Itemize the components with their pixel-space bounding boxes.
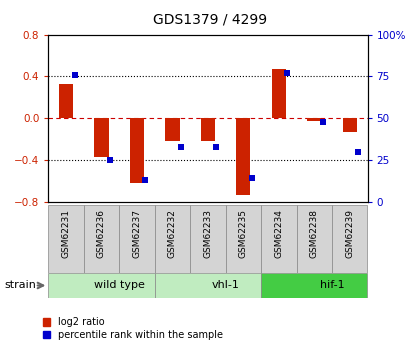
Point [355, 149, 362, 155]
Bar [307, 118, 321, 121]
Text: GSM62235: GSM62235 [239, 209, 248, 258]
Point [142, 177, 149, 183]
Bar [48, 205, 84, 273]
Text: GSM62231: GSM62231 [62, 209, 71, 258]
Point [249, 176, 255, 181]
Bar [94, 118, 109, 157]
Text: GDS1379 / 4299: GDS1379 / 4299 [153, 12, 267, 26]
Point [71, 72, 78, 77]
Bar [226, 205, 261, 273]
Legend: log2 ratio, percentile rank within the sample: log2 ratio, percentile rank within the s… [43, 317, 223, 340]
Text: strain: strain [4, 280, 36, 290]
Bar [59, 83, 73, 118]
Text: GSM62234: GSM62234 [274, 209, 284, 257]
Bar [130, 118, 144, 183]
Text: GSM62236: GSM62236 [97, 209, 106, 258]
Point [284, 70, 291, 76]
Point [178, 144, 184, 149]
Point [320, 119, 326, 124]
Point [107, 157, 113, 163]
Bar [261, 205, 297, 273]
Text: wild type: wild type [94, 280, 144, 290]
Bar [332, 205, 368, 273]
Bar [236, 118, 250, 195]
Bar [119, 205, 155, 273]
Text: GSM62238: GSM62238 [310, 209, 319, 258]
Text: hif-1: hif-1 [320, 280, 344, 290]
Bar [155, 273, 261, 298]
Bar [190, 205, 226, 273]
Bar [165, 118, 179, 141]
Text: vhl-1: vhl-1 [212, 280, 239, 290]
Bar [343, 118, 357, 132]
Bar [261, 273, 368, 298]
Text: GSM62232: GSM62232 [168, 209, 177, 257]
Text: GSM62239: GSM62239 [345, 209, 354, 258]
Text: GSM62237: GSM62237 [132, 209, 142, 258]
Bar [297, 205, 332, 273]
Text: GSM62233: GSM62233 [203, 209, 213, 258]
Bar [272, 69, 286, 118]
Bar [155, 205, 190, 273]
Bar [201, 118, 215, 141]
Bar [48, 273, 155, 298]
Bar [84, 205, 119, 273]
Point [213, 144, 220, 149]
